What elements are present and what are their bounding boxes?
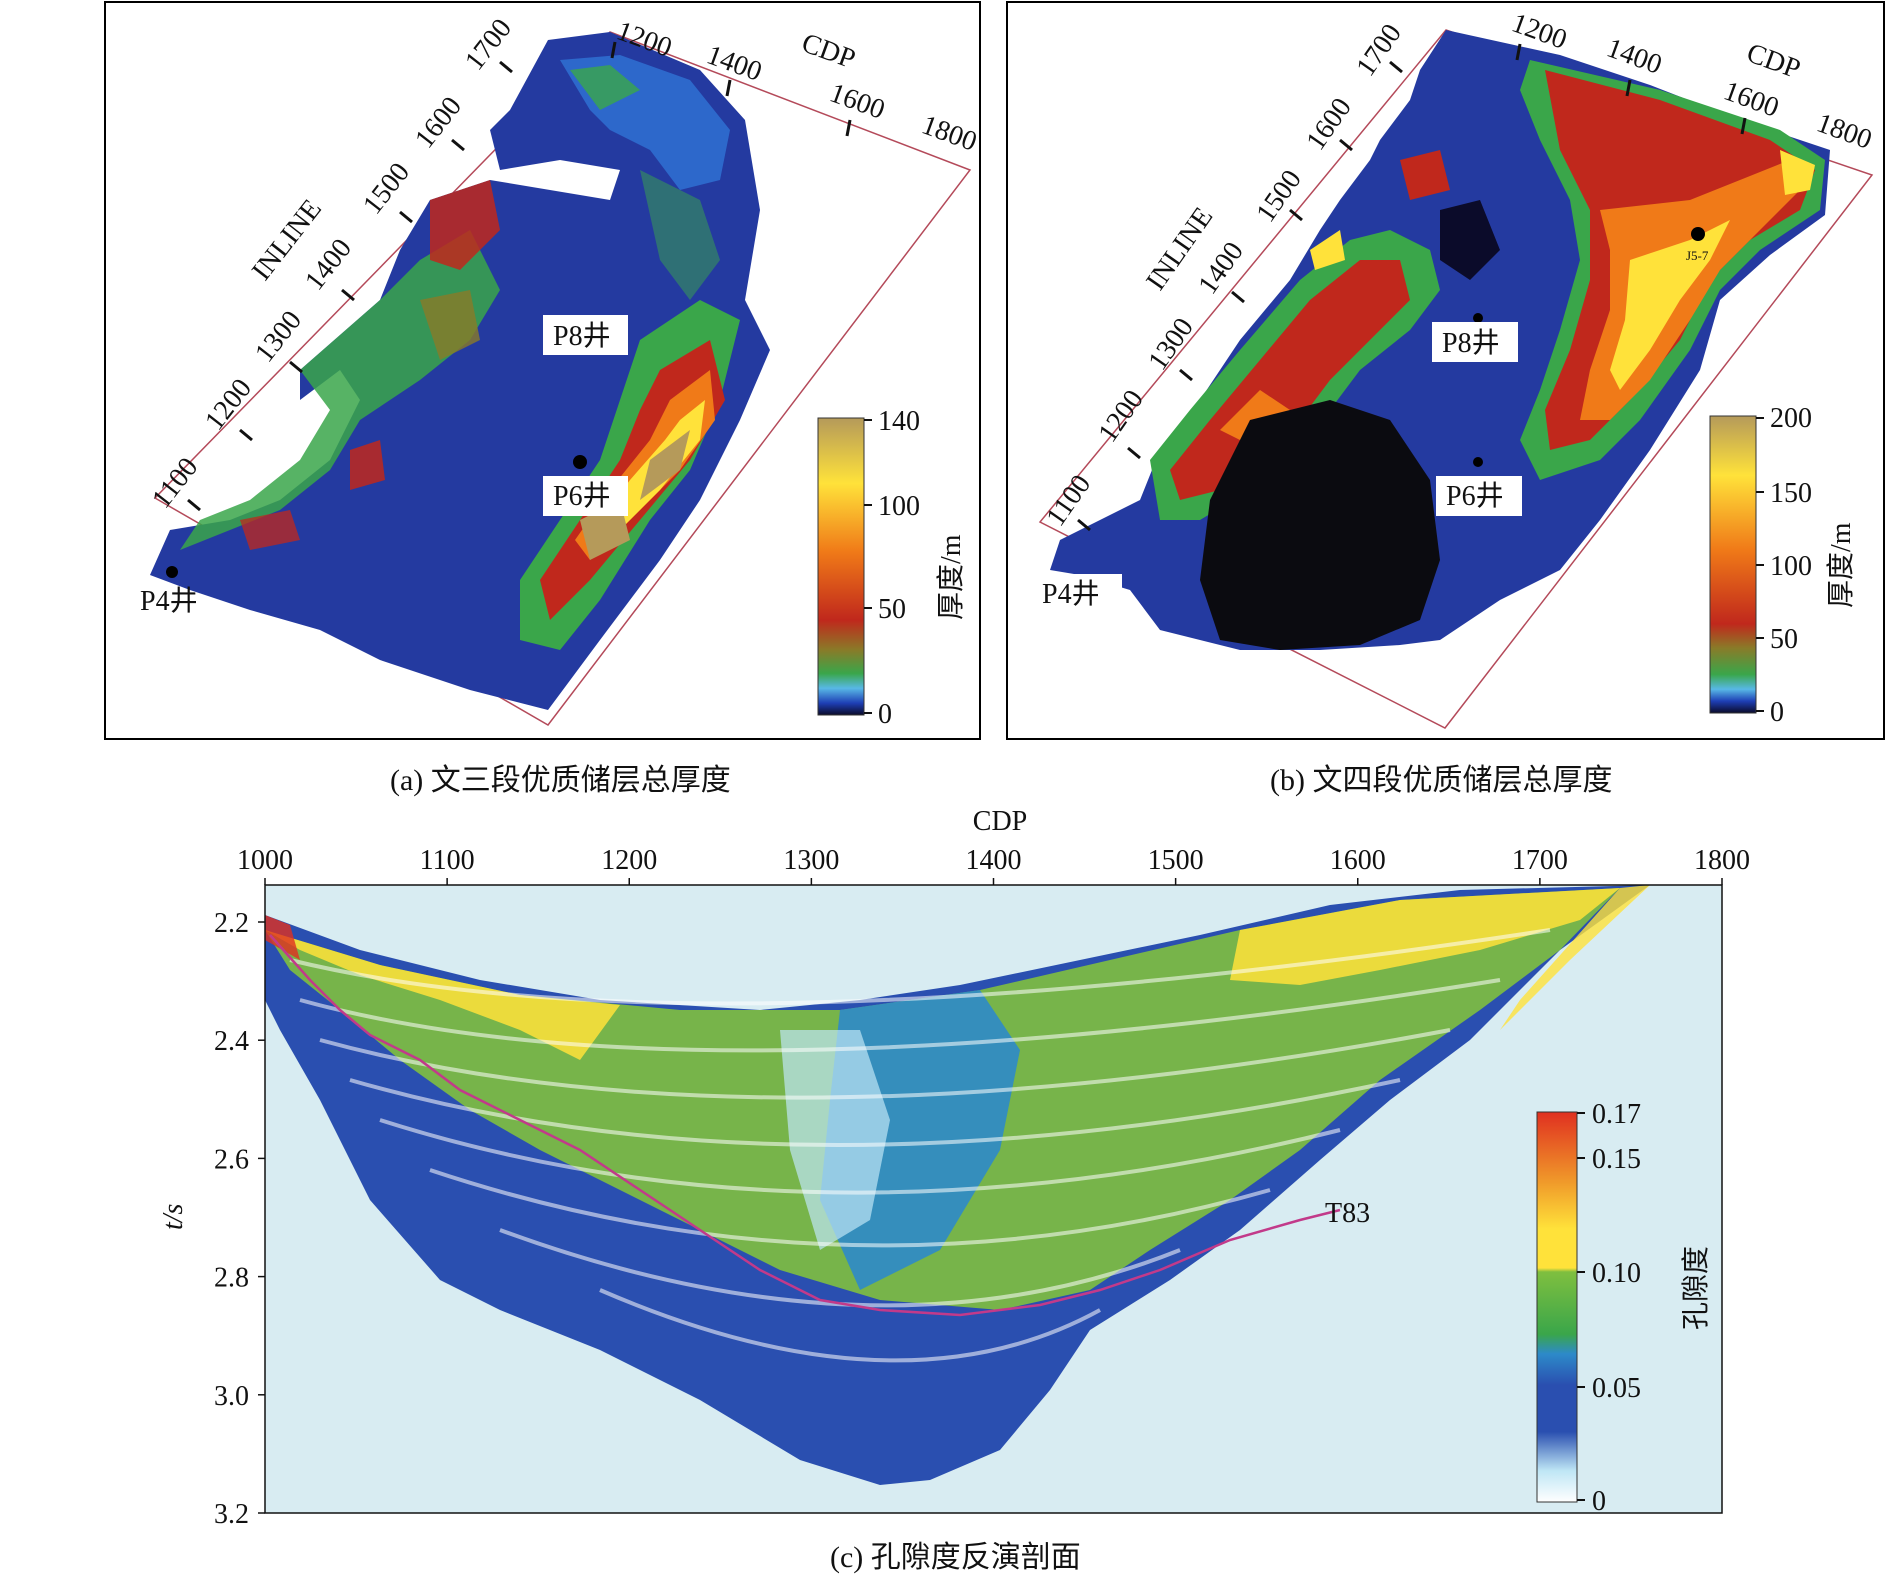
- panel-c-x-tick: 1200: [601, 845, 657, 876]
- panel-a-well-p4: P4井: [140, 585, 198, 617]
- panel-c-y-tick: 2.8: [214, 1263, 249, 1294]
- panel-a-colorbar-tick: 0: [878, 699, 892, 730]
- panel-a-colorbar: 140 100 50 0 厚度/m: [817, 406, 967, 730]
- panel-a-colorbar-tick: 100: [878, 491, 920, 522]
- panel-c-y-tick: 3.2: [214, 1499, 249, 1530]
- panel-a-well-p8: P8井: [553, 320, 611, 352]
- panel-b-colorbar-label: 厚度/m: [1825, 522, 1857, 608]
- panel-c-x-tick: 1300: [783, 845, 839, 876]
- panel-b-colorbar: 200 150 100 50 0 厚度/m: [1709, 403, 1857, 728]
- panel-c-x-tick: 1100: [420, 845, 475, 876]
- panel-b-well-j5-7-marker: [1691, 227, 1705, 241]
- panel-b-caption: (b) 文四段优质储层总厚度: [1270, 764, 1612, 797]
- panel-c-section: [265, 885, 1650, 1485]
- panel-c-y-axis: 2.2 2.4 2.6 2.8 3.0 3.2: [214, 908, 265, 1530]
- panel-c-colorbar-label: 孔隙度: [1680, 1246, 1712, 1330]
- panel-b-well-p6: P6井: [1446, 480, 1504, 512]
- panel-b-well-p8: P8井: [1442, 327, 1500, 359]
- panel-c-y-tick: 2.6: [214, 1144, 249, 1175]
- panel-a-well-p6: P6井: [553, 480, 611, 512]
- panel-a-colorbar-label: 厚度/m: [935, 534, 967, 620]
- panel-c-x-tick: 1700: [1512, 845, 1568, 876]
- panel-c-caption: (c) 孔隙度反演剖面: [830, 1541, 1081, 1574]
- panel-c-horizon-t83: [269, 934, 1341, 1317]
- panel-a-thickness-map: [150, 32, 770, 710]
- panel-c-plot-frame: [264, 884, 1723, 1514]
- panel-b-colorbar-tick: 50: [1770, 624, 1798, 655]
- panel-a-colorbar-tick: 140: [878, 406, 920, 437]
- panel-a-well-p6-marker: [573, 455, 587, 469]
- panel-c-colorbar-tick: 0.10: [1592, 1258, 1641, 1289]
- panel-b-colorbar-tick: 150: [1770, 478, 1812, 509]
- panel-a-well-label-box: [543, 476, 628, 516]
- panel-c-x-tick: 1500: [1148, 845, 1204, 876]
- panel-a-well-p4-marker: [166, 566, 178, 578]
- panel-b-well-label-box: [1432, 322, 1518, 362]
- panel-c-colorbar: 0.17 0.15 0.10 0.05 0 孔隙度: [1536, 1099, 1712, 1517]
- panel-a-wells: P8井 P6井 P4井: [140, 315, 628, 617]
- panel-c-x-tick: 1800: [1694, 845, 1750, 876]
- panel-c-colorbar-tick: 0.05: [1592, 1373, 1641, 1404]
- panel-b-colorbar-tick: 0: [1770, 697, 1784, 728]
- panel-b-well-p6-marker: [1473, 457, 1483, 467]
- panel-c-colorbar-tick: 0.15: [1592, 1144, 1641, 1175]
- panel-a-colorbar-tick: 50: [878, 594, 906, 625]
- panel-c-x-title: CDP: [973, 806, 1027, 837]
- panel-b-well-label-box: [1436, 476, 1522, 516]
- panel-c-y-tick: 2.4: [214, 1026, 249, 1057]
- panel-c-horizon-label: T83: [1325, 1198, 1370, 1229]
- panel-b-well-p4: P4井: [1042, 578, 1100, 610]
- panel-c: CDP 1000 1100 1200 1300 1400 1500 1600 1700 1800…: [158, 806, 1750, 1574]
- panel-a-caption: (a) 文三段优质储层总厚度: [390, 764, 731, 797]
- panel-b-well-label-box: [1036, 574, 1122, 614]
- panel-b-well-j5-7: J5-7: [1686, 248, 1709, 263]
- panel-c-colorbar-tick: 0.17: [1592, 1099, 1641, 1130]
- panel-c-colorbar-ramp: [1536, 1111, 1578, 1503]
- panel-b-wells: J5-7 P8井 P6井 P4井: [1036, 227, 1709, 614]
- panel-b: 1200 1400 1600 1800 CDP 1100 1200 1300 1…: [1006, 1, 1885, 797]
- panel-c-x-tick: 1400: [966, 845, 1022, 876]
- panel-b-well-p8-marker: [1473, 313, 1483, 323]
- panel-c-y-tick: 2.2: [214, 908, 249, 939]
- panel-c-x-tick: 1600: [1330, 845, 1386, 876]
- panel-c-y-title: t/s: [158, 1203, 189, 1230]
- panel-c-y-tick: 3.0: [214, 1381, 249, 1412]
- panel-b-colorbar-ramp: [1709, 415, 1757, 714]
- panel-c-colorbar-tick: 0: [1592, 1486, 1606, 1517]
- panel-b-colorbar-tick: 100: [1770, 551, 1812, 582]
- panel-c-x-tick: 1000: [237, 845, 293, 876]
- panel-b-colorbar-tick: 200: [1770, 403, 1812, 434]
- panel-c-x-axis: 1000 1100 1200 1300 1400 1500 1600 1700 1800: [237, 845, 1750, 885]
- panel-a-colorbar-ramp: [817, 417, 865, 716]
- panel-a-well-label-box: [543, 315, 628, 355]
- panel-a: 1200 1400 1600 1800 CDP 1100 1200 1300 1…: [104, 1, 981, 797]
